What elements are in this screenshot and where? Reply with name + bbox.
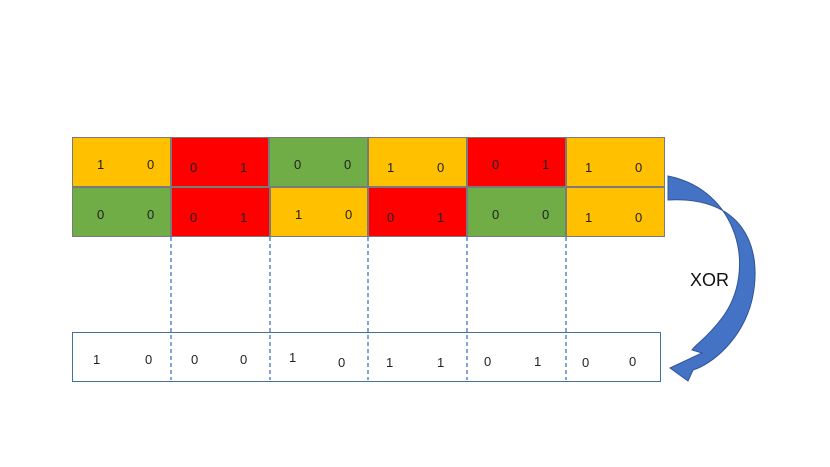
- bit-value: 0: [147, 157, 155, 172]
- result-bit-value: 1: [386, 355, 394, 370]
- result-bit-value: 0: [484, 354, 492, 369]
- bit-value: 1: [295, 207, 303, 222]
- bit-value: 0: [635, 160, 643, 175]
- bit-value: 1: [240, 210, 248, 225]
- result-bit-value: 0: [338, 355, 346, 370]
- result-bit-value: 0: [191, 352, 199, 367]
- result-bit-value: 0: [582, 355, 590, 370]
- bit-value: 0: [294, 157, 302, 172]
- bit-value: 0: [190, 160, 198, 175]
- bit-value: 0: [635, 210, 643, 225]
- bit-value: 1: [387, 160, 395, 175]
- bit-value: 0: [492, 207, 500, 222]
- result-bit-value: 1: [437, 355, 445, 370]
- result-bit-value: 1: [534, 354, 542, 369]
- bit-value: 1: [542, 157, 550, 172]
- result-bit-value: 0: [240, 352, 248, 367]
- bit-value: 1: [437, 210, 445, 225]
- result-bit-value: 0: [145, 352, 153, 367]
- bit-value: 0: [542, 207, 550, 222]
- result-row: 1 0 0 0 1 0 1 1 0 1 0 0: [72, 332, 661, 382]
- xor-label: XOR: [690, 270, 730, 290]
- bit-value: 1: [240, 160, 248, 175]
- bit-value: 0: [492, 157, 500, 172]
- result-bit-value: 1: [93, 352, 101, 367]
- result-bit-value: 1: [289, 350, 297, 365]
- bit-value: 0: [344, 157, 352, 172]
- bit-value: 0: [437, 160, 445, 175]
- bit-value: 1: [585, 210, 593, 225]
- bit-value: 0: [97, 207, 105, 222]
- result-bit-value: 0: [629, 354, 637, 369]
- bit-value: 0: [190, 210, 198, 225]
- cell-divider-lines: [170, 237, 567, 380]
- bit-value: 0: [345, 207, 353, 222]
- xor-curved-arrow: [667, 175, 756, 382]
- bit-value: 0: [147, 207, 155, 222]
- bit-value: 0: [387, 210, 395, 225]
- bit-value: 1: [585, 160, 593, 175]
- bit-value: 1: [97, 157, 105, 172]
